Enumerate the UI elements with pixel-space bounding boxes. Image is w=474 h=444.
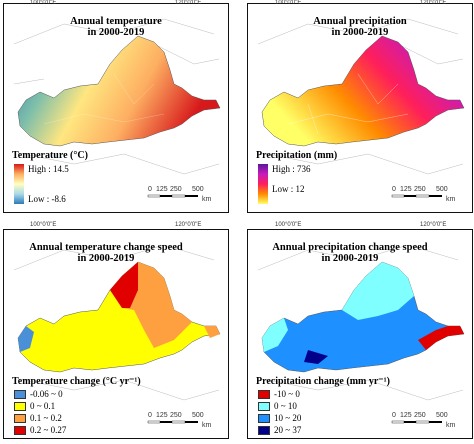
temperature-change-map-panel: Annual temperature change speed in 2000-… [3, 229, 229, 439]
temperature-map [13, 18, 221, 175]
graticule-label: 100°0'0"E [275, 222, 302, 228]
class-region [342, 262, 414, 320]
scale-unit: km [446, 422, 456, 429]
legend-swatch [14, 426, 26, 435]
legend-swatch [14, 402, 26, 411]
legend-swatch [258, 402, 270, 411]
legend-swatch [258, 426, 270, 435]
legend-swatch [14, 390, 26, 399]
legend-class-label: 0.2 ~ 0.27 [30, 425, 67, 435]
color-ramp [14, 164, 24, 204]
legend-class-label: -10 ~ 0 [274, 389, 300, 399]
legend-swatch [258, 390, 270, 399]
legend-title: Temperature change (°C yr⁻¹) [12, 376, 141, 387]
class-region [18, 326, 34, 352]
legend-class-label: 20 ~ 37 [274, 425, 302, 435]
class-region [110, 262, 138, 308]
scale-label: 125 [400, 412, 412, 419]
yellow-river-basin-region [17, 35, 221, 147]
scale-label: 250 [170, 412, 182, 419]
legend-high: High : 14.5 [28, 164, 69, 174]
color-ramp [258, 164, 268, 204]
graticule-label: 120°0'0"E [420, 222, 447, 228]
panel-title: Annual precipitation in 2000-2019 [313, 16, 407, 38]
precipitation-change-map-panel: Annual precipitation change speed in 200… [247, 229, 473, 439]
legend-class-label: -0.06 ~ 0 [30, 389, 63, 399]
legend-swatch [14, 414, 26, 423]
graticule-label: 100°0'0"E [275, 0, 302, 6]
legend-low: Low : -8.6 [28, 194, 66, 204]
scale-bar [147, 194, 198, 198]
scale-label: 500 [436, 186, 448, 193]
legend-class-label: 0 ~ 0.1 [30, 401, 56, 411]
scale-label: 250 [414, 412, 426, 419]
legend-swatch [258, 414, 270, 423]
legend-class-label: 0 ~ 10 [274, 401, 297, 411]
scale-label: 250 [414, 186, 426, 193]
scale-label: 500 [192, 186, 204, 193]
scale-bar [391, 420, 442, 424]
graticule-label: 120°0'0"E [175, 0, 202, 6]
scale-label: 125 [156, 186, 168, 193]
class-region [204, 326, 220, 338]
yellow-river-basin-region [17, 261, 221, 373]
scale-label: 0 [392, 412, 396, 419]
precipitation-change-map [257, 244, 465, 401]
graticule-label: 100°0'0"E [30, 0, 57, 6]
panel-title: Annual temperature change speed in 2000-… [29, 242, 183, 264]
scale-unit: km [202, 196, 212, 203]
precipitation-map-panel: Annual precipitation in 2000-2019 Precip… [247, 3, 473, 213]
temperature-map-panel: Annual temperature in 2000-2019 Temperat… [3, 3, 229, 213]
scale-unit: km [446, 196, 456, 203]
scale-label: 0 [392, 186, 396, 193]
legend-high: High : 736 [272, 164, 311, 174]
legend-low: Low : 12 [272, 184, 305, 194]
legend-title: Precipitation (mm) [256, 150, 338, 161]
panel-title: Annual temperature in 2000-2019 [70, 16, 162, 38]
legend-title: Precipitation change (mm yr⁻¹) [256, 376, 390, 387]
scale-label: 0 [148, 186, 152, 193]
scale-bar [147, 420, 198, 424]
scale-label: 250 [170, 186, 182, 193]
scale-label: 125 [156, 412, 168, 419]
scale-label: 500 [192, 412, 204, 419]
yellow-river-basin-region [261, 35, 465, 147]
class-region [262, 318, 288, 352]
legend-title: Temperature (°C) [12, 150, 88, 161]
class-region [304, 350, 328, 364]
class-region [418, 326, 464, 350]
scale-unit: km [202, 422, 212, 429]
scale-label: 125 [400, 186, 412, 193]
precipitation-map [257, 18, 465, 175]
legend-class-label: 10 ~ 20 [274, 413, 302, 423]
panel-title: Annual precipitation change speed in 200… [272, 242, 428, 264]
scale-bar [391, 194, 442, 198]
temperature-change-map [13, 244, 221, 401]
scale-label: 0 [148, 412, 152, 419]
graticule-label: 120°0'0"E [420, 0, 447, 6]
graticule-label: 100°0'0"E [30, 222, 57, 228]
scale-label: 500 [436, 412, 448, 419]
graticule-label: 120°0'0"E [175, 222, 202, 228]
legend-class-label: 0.1 ~ 0.2 [30, 413, 62, 423]
